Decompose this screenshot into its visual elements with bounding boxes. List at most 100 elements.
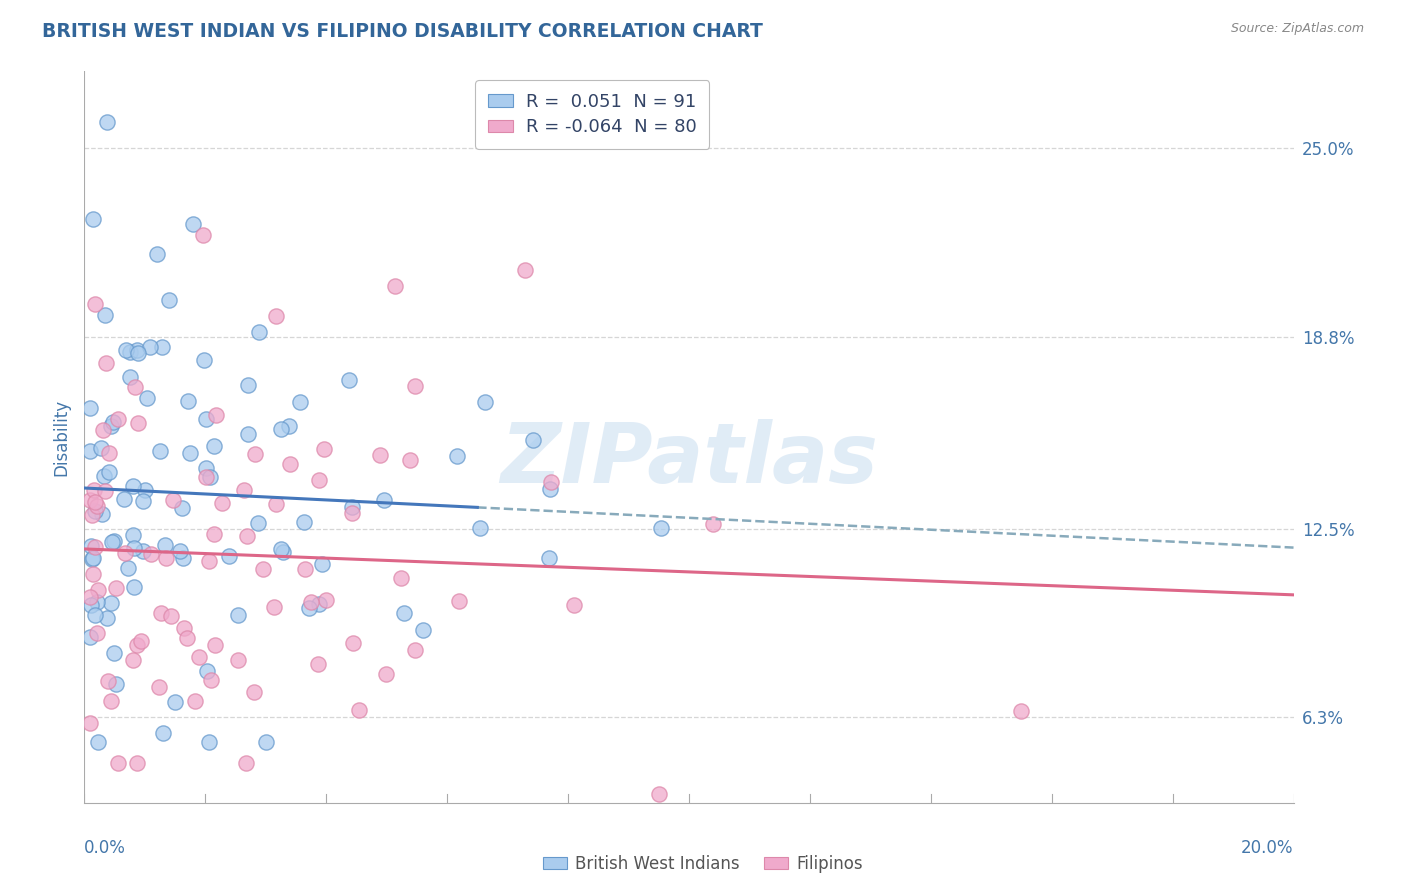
Point <box>226 653 249 667</box>
Point <box>148 444 170 458</box>
Point <box>127 345 149 359</box>
Point <box>277 418 299 433</box>
Point <box>82 551 104 566</box>
Point <box>702 517 724 532</box>
Point <box>127 638 149 652</box>
Point <box>82 508 104 522</box>
Point <box>271 545 294 559</box>
Point <box>86 625 108 640</box>
Point <box>537 550 560 565</box>
Point <box>127 416 149 430</box>
Point <box>100 534 122 549</box>
Point <box>115 343 138 357</box>
Point <box>90 441 112 455</box>
Point <box>121 479 143 493</box>
Text: BRITISH WEST INDIAN VS FILIPINO DISABILITY CORRELATION CHART: BRITISH WEST INDIAN VS FILIPINO DISABILI… <box>42 22 763 41</box>
Point <box>194 461 217 475</box>
Point <box>299 595 322 609</box>
Point <box>1011 705 1033 719</box>
Point <box>100 694 122 708</box>
Point <box>184 693 207 707</box>
Text: 20.0%: 20.0% <box>1241 839 1294 857</box>
Legend: British West Indians, Filipinos: British West Indians, Filipinos <box>537 848 869 880</box>
Point <box>107 412 129 426</box>
Point <box>103 415 125 429</box>
Point <box>294 561 316 575</box>
Point <box>412 623 434 637</box>
Point <box>160 609 183 624</box>
Point <box>105 677 128 691</box>
Point <box>149 607 172 621</box>
Point <box>233 483 256 497</box>
Point <box>342 636 364 650</box>
Point <box>83 504 105 518</box>
Point <box>93 423 115 437</box>
Point <box>648 787 671 801</box>
Point <box>169 544 191 558</box>
Point <box>98 465 121 479</box>
Point <box>82 211 104 226</box>
Point <box>79 401 101 416</box>
Point <box>170 500 193 515</box>
Point <box>254 735 277 749</box>
Point <box>96 611 118 625</box>
Point <box>249 325 271 339</box>
Text: Source: ZipAtlas.com: Source: ZipAtlas.com <box>1230 22 1364 36</box>
Point <box>404 378 426 392</box>
Point <box>120 345 142 359</box>
Point <box>121 528 143 542</box>
Point <box>103 646 125 660</box>
Point <box>264 497 287 511</box>
Point <box>340 500 363 515</box>
Point <box>125 756 148 771</box>
Point <box>124 379 146 393</box>
Text: ZIPatlas: ZIPatlas <box>501 418 877 500</box>
Point <box>120 369 142 384</box>
Point <box>162 493 184 508</box>
Point <box>150 340 173 354</box>
Point <box>474 395 496 409</box>
Point <box>202 439 225 453</box>
Point <box>84 540 107 554</box>
Point <box>197 735 219 749</box>
Point <box>165 695 187 709</box>
Point <box>236 529 259 543</box>
Point <box>93 308 115 322</box>
Point <box>235 756 257 771</box>
Point <box>288 394 311 409</box>
Point <box>278 457 301 471</box>
Point <box>194 470 217 484</box>
Point <box>308 597 330 611</box>
Point <box>97 674 120 689</box>
Point <box>315 592 337 607</box>
Point <box>132 494 155 508</box>
Point <box>226 607 249 622</box>
Point <box>538 482 561 496</box>
Point <box>513 263 536 277</box>
Point <box>132 544 155 558</box>
Point <box>152 725 174 739</box>
Point <box>468 521 491 535</box>
Point <box>200 673 222 687</box>
Point <box>100 418 122 433</box>
Point <box>243 446 266 460</box>
Point <box>107 756 129 771</box>
Point <box>211 496 233 510</box>
Point <box>79 540 101 554</box>
Point <box>135 391 157 405</box>
Point <box>157 293 180 307</box>
Point <box>375 666 398 681</box>
Legend: R =  0.051  N = 91, R = -0.064  N = 80: R = 0.051 N = 91, R = -0.064 N = 80 <box>475 80 709 149</box>
Point <box>90 508 112 522</box>
Point <box>98 446 121 460</box>
Point <box>87 735 110 749</box>
Point <box>86 500 108 514</box>
Point <box>404 643 426 657</box>
Point <box>540 475 562 489</box>
Point <box>83 495 105 509</box>
Point <box>243 684 266 698</box>
Point <box>193 353 215 368</box>
Point <box>391 571 413 585</box>
Point <box>103 534 125 549</box>
Point <box>172 550 194 565</box>
